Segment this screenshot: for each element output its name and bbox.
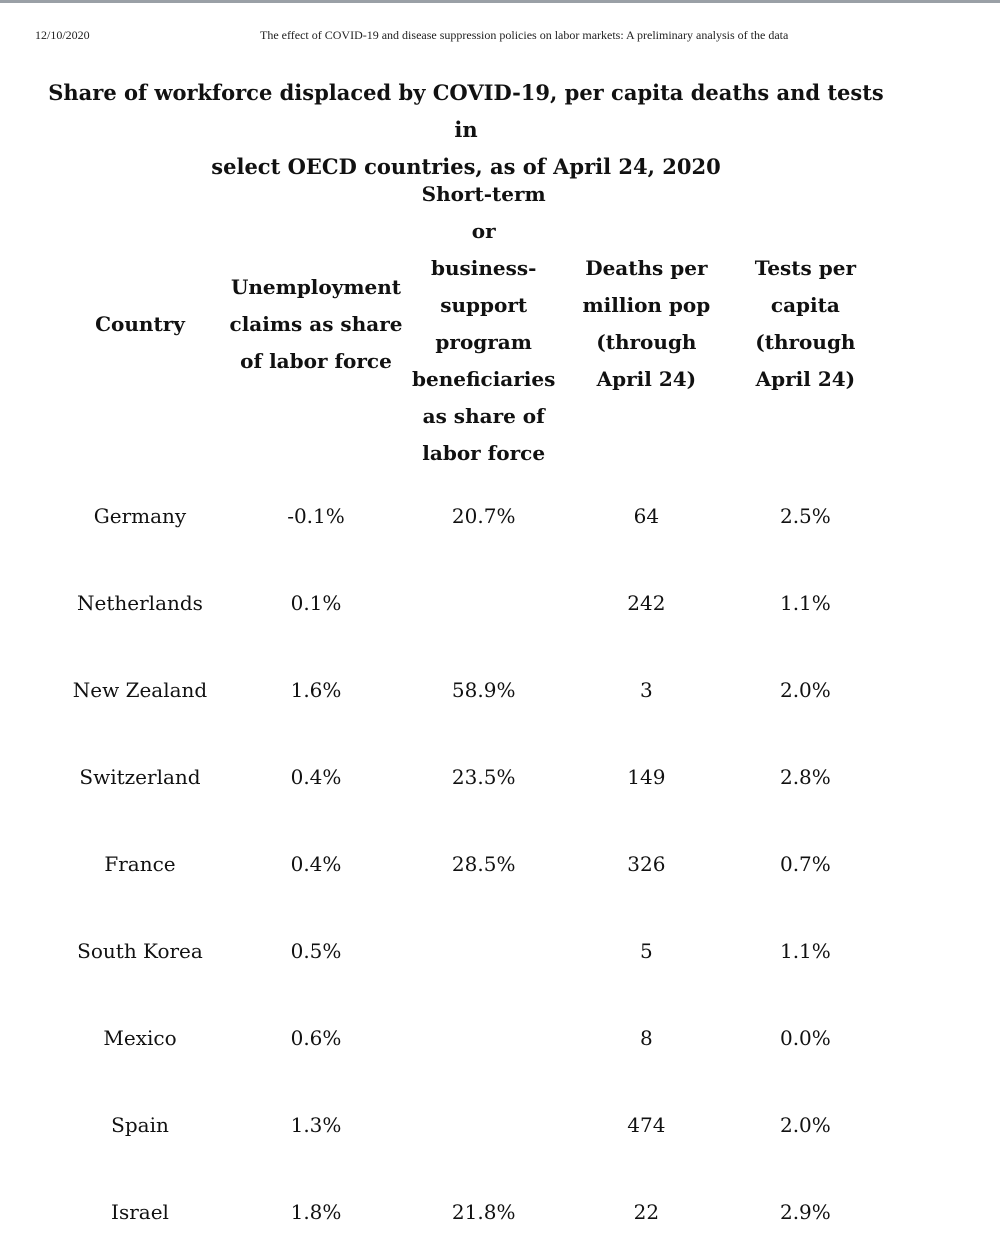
column-header-line: million pop xyxy=(582,293,711,317)
short-term-cell: 28.5% xyxy=(451,851,516,876)
header-country: Country xyxy=(60,176,220,472)
column-header-line: April 24) xyxy=(755,367,856,391)
column-header-line: claims as share xyxy=(229,311,403,336)
deaths-cell: 242 xyxy=(627,590,666,615)
table-title-line-2: select OECD countries, as of April 24, 2… xyxy=(211,154,721,179)
table-row: Germany -0.1% 20.7% 64 2.5% xyxy=(60,472,873,559)
table-title: Share of workforce displaced by COVID-19… xyxy=(40,74,892,185)
table-row: France 0.4% 28.5% 326 0.7% xyxy=(60,820,873,907)
short-term-cell xyxy=(412,559,555,646)
header-unemployment: Unemployment claims as share of labor forc… xyxy=(220,176,412,472)
deaths-cell: 3 xyxy=(640,677,653,702)
column-header-line: Unemployment xyxy=(230,274,402,299)
deaths-cell: 8 xyxy=(640,1025,653,1050)
tests-cell: 2.0% xyxy=(779,677,831,702)
table-row: Netherlands 0.1% 242 1.1% xyxy=(60,559,873,646)
unemployment-cell: 0.4% xyxy=(290,764,342,789)
tests-cell: 2.8% xyxy=(779,764,831,789)
unemployment-cell: 1.3% xyxy=(290,1112,342,1137)
unemployment-cell: 1.6% xyxy=(290,677,342,702)
tests-cell: 1.1% xyxy=(779,938,831,963)
tests-cell: 2.9% xyxy=(779,1199,831,1224)
column-header-line: beneficiaries xyxy=(412,367,556,391)
column-header-line: Country xyxy=(95,311,185,336)
data-table: Country Unemployment claims as share of lab… xyxy=(60,176,873,1255)
unemployment-cell: 0.4% xyxy=(290,851,342,876)
column-header-line: Tests per xyxy=(754,256,857,280)
short-term-cell: 21.8% xyxy=(451,1199,516,1224)
table-title-line-1: Share of workforce displaced by COVID-19… xyxy=(48,80,884,142)
unemployment-cell: 0.1% xyxy=(290,590,342,615)
column-header-line: (through xyxy=(596,330,697,354)
table-row: New Zealand 1.6% 58.9% 3 2.0% xyxy=(60,646,873,733)
unemployment-cell: 0.6% xyxy=(290,1025,342,1050)
country-cell: Israel xyxy=(111,1199,169,1224)
deaths-cell: 64 xyxy=(633,503,660,528)
short-term-cell: 20.7% xyxy=(451,503,516,528)
tests-cell: 1.1% xyxy=(779,590,831,615)
deaths-cell: 474 xyxy=(627,1112,666,1137)
print-date: 12/10/2020 xyxy=(35,28,90,42)
short-term-cell xyxy=(412,907,555,994)
country-cell: Switzerland xyxy=(79,764,201,789)
deaths-cell: 22 xyxy=(633,1199,660,1224)
short-term-cell: 58.9% xyxy=(451,677,516,702)
short-term-cell xyxy=(412,994,555,1081)
country-cell: New Zealand xyxy=(72,677,208,702)
header-short-term: Short-term or business-support program bene… xyxy=(412,176,555,472)
header-deaths: Deaths per million pop (through April 24) xyxy=(555,176,737,472)
tests-cell: 2.0% xyxy=(779,1112,831,1137)
short-term-cell xyxy=(412,1081,555,1168)
column-header-line: labor force xyxy=(422,441,546,465)
unemployment-cell: 0.5% xyxy=(290,938,342,963)
unemployment-cell: -0.1% xyxy=(287,503,345,528)
tests-cell: 0.7% xyxy=(779,851,831,876)
short-term-cell: 23.5% xyxy=(451,764,516,789)
top-rule xyxy=(0,0,1000,3)
deaths-cell: 326 xyxy=(627,851,666,876)
column-header-line: support xyxy=(440,293,528,317)
table-row: Spain 1.3% 474 2.0% xyxy=(60,1081,873,1168)
column-header-line: April 24) xyxy=(596,367,697,391)
column-header-line: of labor force xyxy=(240,348,392,373)
table-row: South Korea 0.5% 5 1.1% xyxy=(60,907,873,994)
header-row: Country Unemployment claims as share of lab… xyxy=(60,176,873,472)
unemployment-cell: 1.8% xyxy=(290,1199,342,1224)
header-tests: Tests per capita (through April 24) xyxy=(737,176,873,472)
country-cell: Germany xyxy=(93,503,187,528)
table-row: Israel 1.8% 21.8% 22 2.9% xyxy=(60,1168,873,1255)
column-header-line: program xyxy=(435,330,532,354)
deaths-cell: 5 xyxy=(640,938,653,963)
deaths-cell: 149 xyxy=(627,764,666,789)
column-header-line: Short-term or xyxy=(421,182,546,243)
tests-cell: 0.0% xyxy=(779,1025,831,1050)
print-header: 12/10/2020 The effect of COVID-19 and di… xyxy=(0,28,1000,44)
column-header-line: (through xyxy=(755,330,856,354)
country-cell: Netherlands xyxy=(77,590,203,615)
tests-cell: 2.5% xyxy=(779,503,831,528)
table-row: Mexico 0.6% 8 0.0% xyxy=(60,994,873,1081)
country-cell: South Korea xyxy=(77,938,203,963)
country-cell: Spain xyxy=(111,1112,169,1137)
table-body: Germany -0.1% 20.7% 64 2.5% Netherlands 0.1% 24… xyxy=(60,472,873,1255)
column-header-line: business- xyxy=(430,256,537,280)
table-row: Switzerland 0.4% 23.5% 149 2.8% xyxy=(60,733,873,820)
country-cell: Mexico xyxy=(103,1025,177,1050)
column-header-line: as share of xyxy=(422,404,545,428)
column-header-line: capita xyxy=(770,293,840,317)
country-cell: France xyxy=(104,851,176,876)
print-document-title: The effect of COVID-19 and disease suppr… xyxy=(260,28,789,42)
column-header-line: Deaths per xyxy=(585,256,708,280)
